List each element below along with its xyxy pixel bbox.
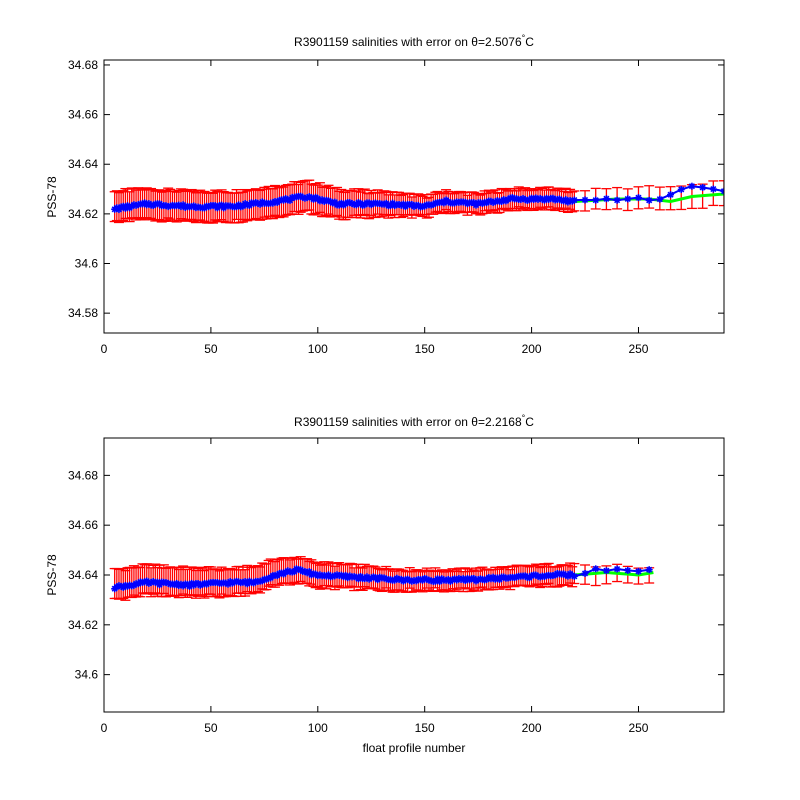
x-tick-label: 200	[522, 342, 542, 356]
data-point	[699, 183, 707, 191]
plot-top: R3901159 salinities with error on θ=2.50…	[45, 33, 725, 356]
x-tick-label: 0	[101, 721, 108, 735]
data-point	[570, 196, 578, 204]
data-point	[688, 182, 696, 190]
data-point-d2	[688, 183, 695, 190]
plot-top-measured	[111, 182, 724, 214]
y-tick-label: 34.68	[68, 468, 98, 482]
data-point-d2	[624, 567, 631, 574]
x-tick-label: 150	[415, 342, 435, 356]
data-point-d2	[592, 565, 599, 572]
data-point	[634, 194, 642, 202]
plot-bottom-area: 0 50 100 150 200 250 34.6 34.62 34.64 34.66 34.68	[68, 437, 725, 735]
data-point-d2	[614, 197, 621, 204]
x-tick-label: 50	[204, 721, 218, 735]
y-tick-label: 34.64	[68, 568, 98, 582]
errorbar	[708, 180, 719, 207]
x-tick-label: 150	[415, 721, 435, 735]
data-point-d2	[635, 194, 642, 201]
plot-top-data	[109, 179, 724, 224]
errorbar	[128, 565, 139, 596]
data-point-d2	[720, 190, 724, 195]
data-point-d2	[603, 195, 610, 202]
data-point	[656, 195, 664, 203]
errorbar	[257, 562, 268, 590]
plot-bottom-data	[109, 556, 655, 601]
data-point	[667, 191, 675, 199]
plot-bottom-title: R3901159 salinities with error on θ=2.21…	[294, 413, 534, 429]
y-tick-label: 34.58	[68, 306, 98, 320]
data-point-d2	[646, 566, 653, 573]
y-tick-label: 34.68	[68, 58, 98, 72]
x-tick-label: 100	[308, 342, 328, 356]
y-tick-label: 34.64	[68, 157, 98, 171]
y-tick-label: 34.62	[68, 207, 98, 221]
x-tick-label: 250	[628, 721, 648, 735]
data-point-d2	[603, 567, 610, 574]
data-point	[645, 196, 653, 204]
data-point	[570, 572, 578, 580]
errorbar	[150, 563, 161, 594]
data-point-d2	[306, 568, 313, 575]
y-tick-label: 34.62	[68, 618, 98, 632]
plot-top-area: 0 50 100 150 200 250 34.58 34.6 34.62 34.64 34.66 3…	[68, 58, 725, 356]
data-point	[581, 569, 589, 577]
data-point-d2	[710, 186, 717, 193]
data-point	[709, 185, 717, 193]
data-point-d2	[592, 197, 599, 204]
data-point	[592, 565, 600, 573]
data-point	[602, 195, 610, 203]
x-tick-label: 50	[204, 342, 218, 356]
data-point	[720, 187, 724, 195]
data-point-d2	[614, 565, 621, 573]
data-point-d2	[624, 195, 631, 202]
data-point	[677, 185, 685, 193]
data-point	[624, 566, 632, 574]
data-point	[602, 567, 610, 575]
plot-bottom-measured	[111, 565, 653, 593]
fit-line-path	[574, 570, 654, 577]
data-point-d2	[699, 184, 706, 191]
data-point	[592, 196, 600, 204]
data-point-d1	[720, 188, 724, 193]
plot-bottom-fit-line	[574, 570, 654, 577]
y-tick-label: 34.66	[68, 518, 98, 532]
errorbar	[719, 180, 724, 207]
y-tick-label: 34.6	[75, 257, 99, 271]
x-tick-label: 0	[101, 342, 108, 356]
x-tick-label: 100	[308, 721, 328, 735]
data-point	[613, 196, 621, 204]
data-point	[634, 567, 642, 575]
data-point	[645, 566, 653, 574]
plot-bottom-ylabel: PSS-78	[45, 554, 59, 596]
data-point-d2	[571, 196, 578, 204]
x-tick-label: 200	[522, 721, 542, 735]
data-point-d2	[581, 196, 589, 204]
data-point-d2	[646, 197, 653, 204]
data-point	[624, 195, 632, 203]
plot-top-title: R3901159 salinities with error on θ=2.50…	[294, 33, 534, 49]
plot-bottom: R3901159 salinities with error on θ=2.21…	[45, 413, 725, 755]
errorbar	[665, 186, 676, 211]
data-point	[613, 565, 621, 573]
plot-top-axes-box	[103, 59, 725, 334]
data-point-d2	[667, 191, 674, 198]
plot-top-ylabel: PSS-78	[45, 176, 59, 218]
data-point-d2	[656, 196, 663, 203]
data-point-d2	[571, 573, 578, 580]
data-point-d2	[635, 568, 642, 575]
y-tick-label: 34.66	[68, 108, 98, 122]
data-point	[581, 196, 589, 204]
x-tick-label: 250	[628, 342, 648, 356]
plot-bottom-xlabel: float profile number	[363, 741, 466, 755]
y-tick-label: 34.6	[75, 668, 99, 682]
data-point-d2	[581, 570, 589, 577]
data-point-d2	[678, 186, 685, 193]
